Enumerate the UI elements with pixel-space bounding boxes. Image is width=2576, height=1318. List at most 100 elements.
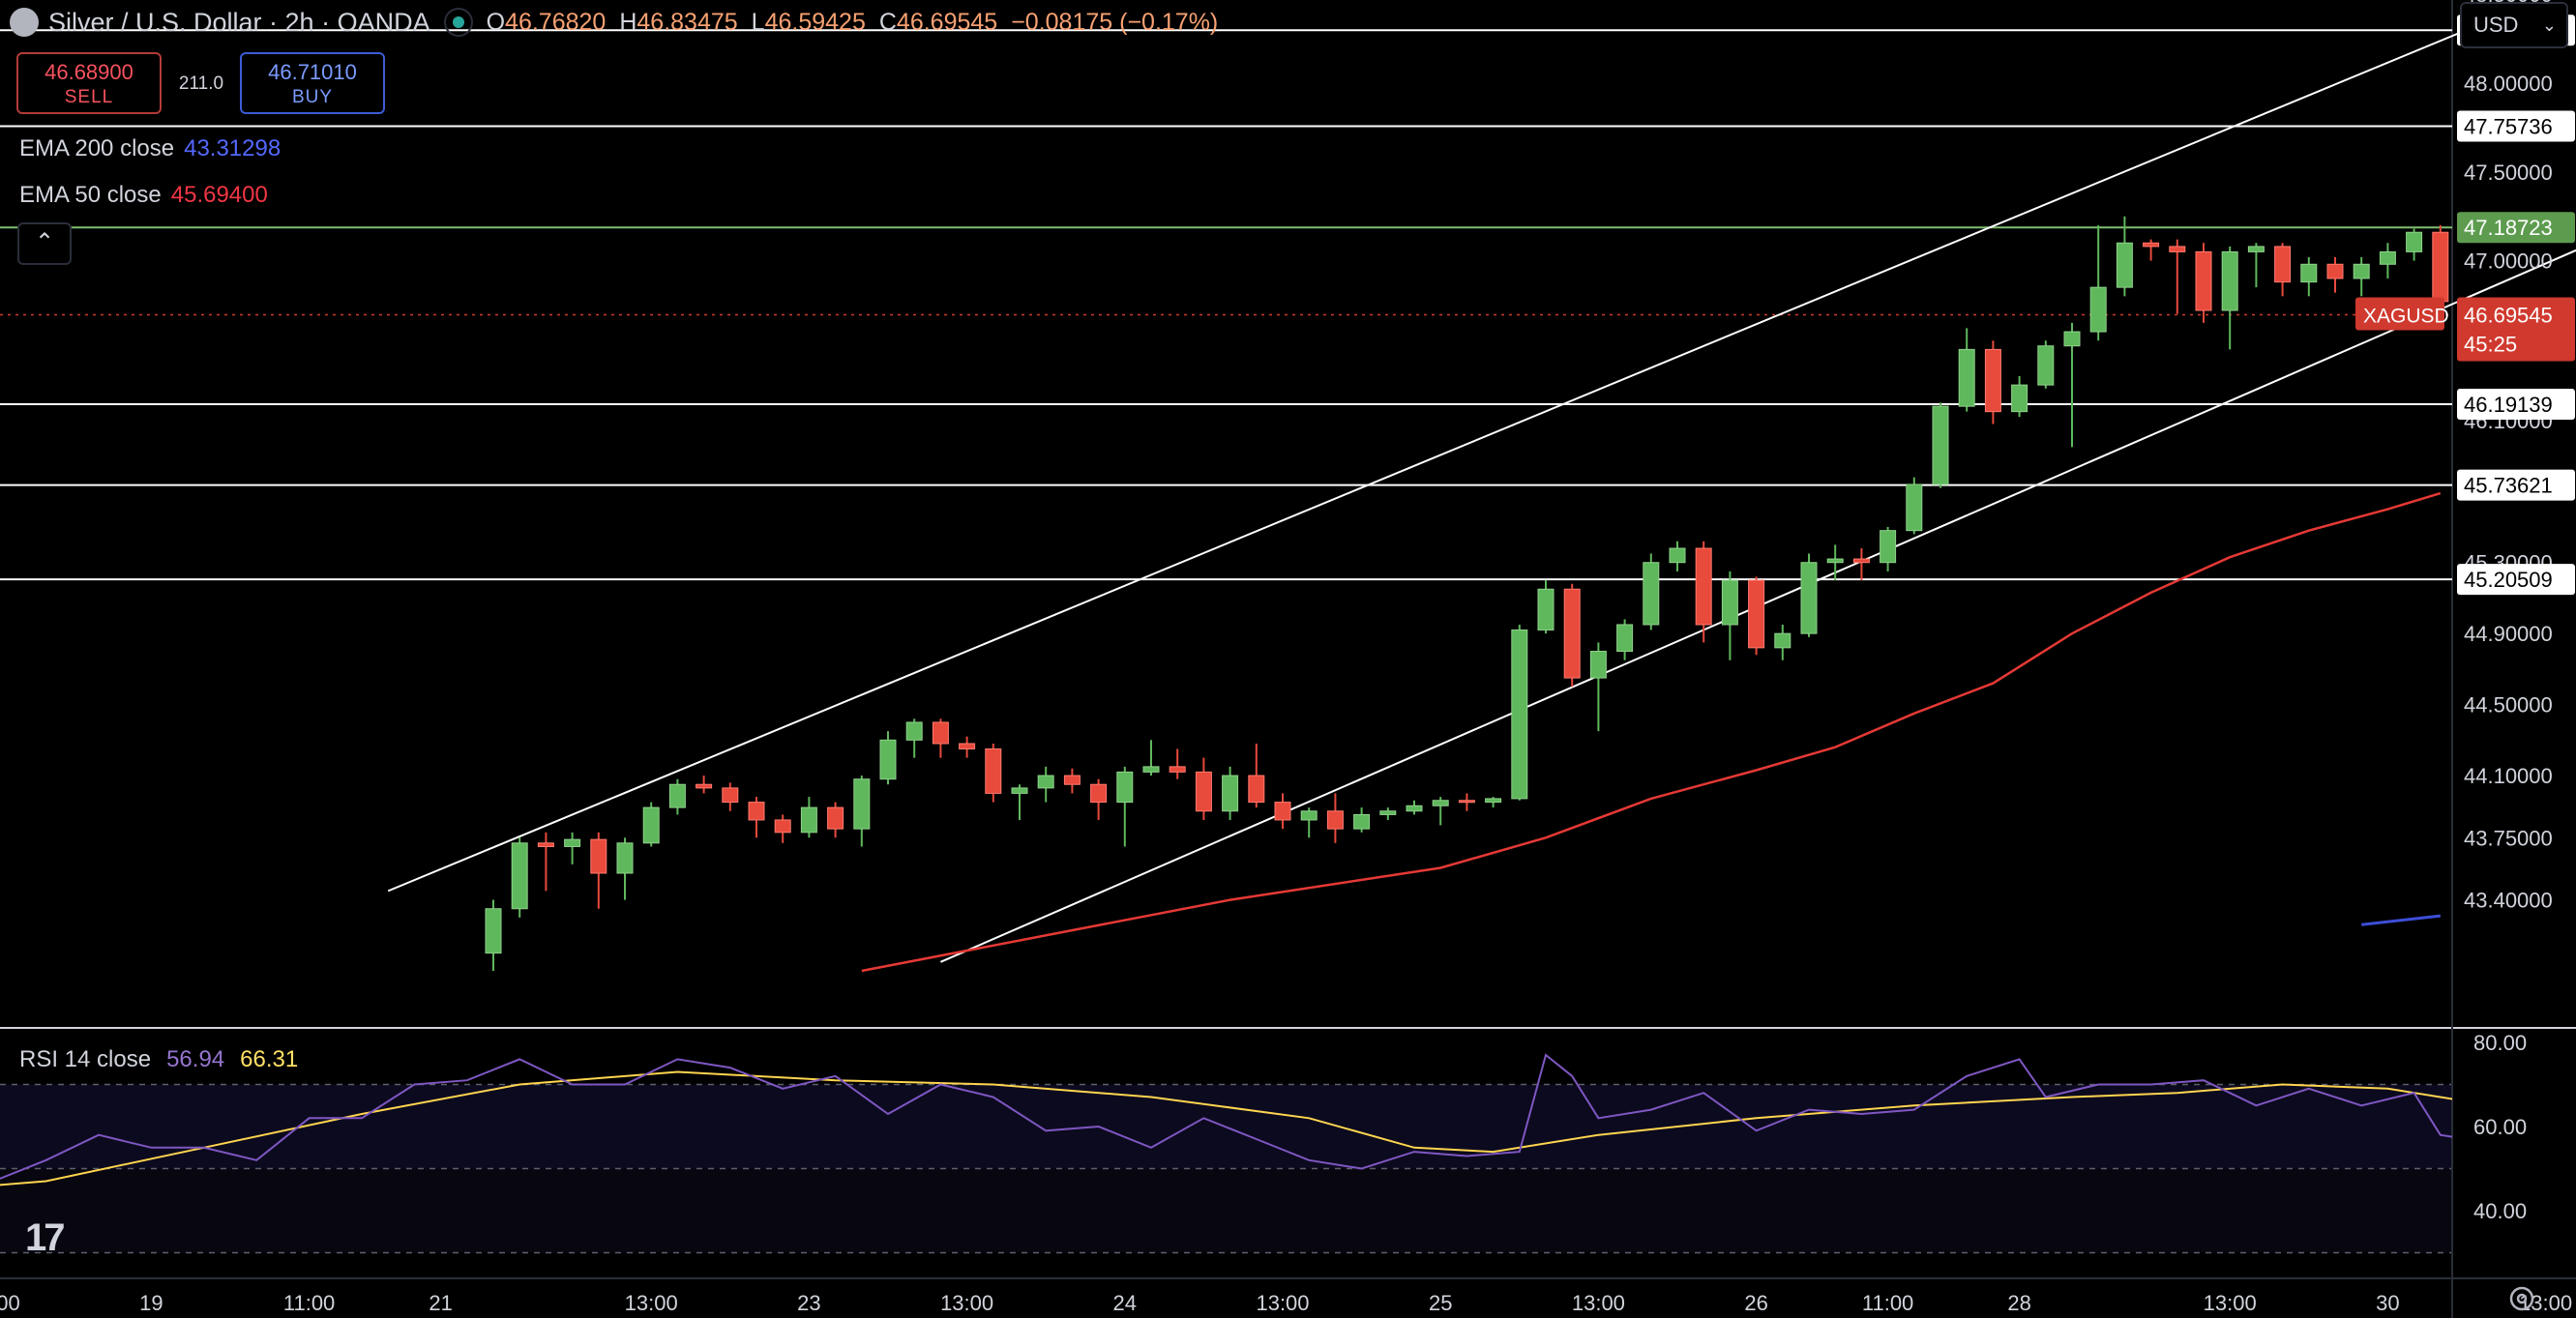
candle (1248, 775, 1265, 804)
candle (2353, 263, 2370, 279)
collapse-legend-button[interactable]: ⌃ (17, 222, 72, 265)
candle (959, 743, 976, 750)
market-status-icon[interactable] (443, 8, 473, 37)
candle (748, 802, 765, 821)
candle (485, 908, 502, 954)
time-tick-label: 25 (1429, 1291, 1452, 1315)
candle (668, 783, 686, 808)
rsi-tick-label: 60.00 (2473, 1115, 2527, 1139)
ema200-legend[interactable]: EMA 200 close 43.31298 (19, 135, 281, 162)
candle (2169, 246, 2186, 252)
ema50-value: 45.69400 (170, 182, 268, 208)
candle (1485, 798, 1502, 804)
candle (1037, 775, 1054, 789)
price-tick-label: 43.40000 (2464, 889, 2553, 913)
candle (2116, 242, 2133, 288)
level-price-tag (2457, 469, 2575, 501)
candle (1669, 547, 1686, 564)
ema50-label: EMA 50 close (19, 182, 162, 208)
gear-icon[interactable] (2507, 1284, 2536, 1313)
ohlc-open: O46.76820 (486, 8, 607, 36)
candle (2432, 231, 2449, 303)
time-tick-label: 11:00 (1862, 1291, 1913, 1315)
candle (1326, 810, 1344, 830)
rsi-tick-label: 80.00 (2473, 1031, 2527, 1055)
candle (1511, 629, 1528, 800)
candle (2195, 250, 2212, 311)
candle (774, 819, 791, 834)
candle (2037, 345, 2055, 386)
time-tick-label: 13:00 (1256, 1291, 1309, 1315)
chevron-down-icon: ⌄ (2541, 15, 2557, 35)
time-tick-label: 24 (1113, 1291, 1137, 1315)
symbol-header: Silver / U.S. Dollar · 2h · OANDA O46.76… (10, 0, 1231, 44)
candle (1563, 588, 1581, 679)
candle (537, 842, 554, 847)
candle (2143, 242, 2160, 248)
time-tick-label: 13:00 (940, 1291, 993, 1315)
ohlc-close: C46.69545 (878, 8, 998, 36)
buy-button[interactable]: 46.71010 BUY (240, 52, 385, 114)
currency-select[interactable]: USD ⌄ (2460, 2, 2568, 48)
sell-label: SELL (64, 87, 114, 107)
candle (1142, 766, 1160, 773)
spread-value: 211.0 (178, 73, 224, 94)
candle (853, 778, 871, 830)
buy-label: BUY (291, 87, 334, 107)
candle (1011, 787, 1028, 794)
candle (590, 838, 607, 874)
candles-group (485, 216, 2449, 971)
candle (2326, 263, 2344, 279)
candle (511, 842, 528, 910)
sell-button[interactable]: 46.68900 SELL (16, 52, 162, 114)
price-tick-label: 48.00000 (2464, 72, 2553, 96)
symbol-title[interactable]: Silver / U.S. Dollar · 2h · OANDA (48, 7, 430, 37)
time-tick-label: 23 (797, 1291, 820, 1315)
candle (2300, 263, 2318, 283)
candle (1826, 558, 1844, 564)
ohlc-high: H46.83475 (619, 8, 738, 36)
candle (696, 783, 713, 789)
level-price-label: 47.75736 (2464, 115, 2553, 139)
time-tick-label: 13:00 (2519, 1291, 2572, 1315)
tradingview-logo-icon[interactable]: 17 (25, 1216, 65, 1259)
candle (1406, 805, 1423, 812)
candle (1958, 348, 1975, 407)
candle (2406, 231, 2423, 252)
silver-logo-icon (10, 8, 39, 37)
rsi-label: RSI 14 close (19, 1046, 152, 1072)
candle (1774, 632, 1791, 649)
level-price-label: 47.18723 (2464, 216, 2553, 240)
ema200-label: EMA 200 close (19, 135, 175, 161)
candle (1222, 775, 1239, 812)
candle (1616, 624, 1634, 653)
time-tick-label: 11:00 (283, 1291, 335, 1315)
rsi-legend[interactable]: RSI 14 close 56.94 66.31 (19, 1046, 298, 1073)
rsi-group (0, 1053, 2452, 1186)
rsi-ma-value: 66.31 (240, 1046, 299, 1072)
last-price-label: 46.69545 (2464, 304, 2553, 328)
price-tick-label: 47.50000 (2464, 161, 2553, 185)
candle (2274, 246, 2292, 283)
price-tick-label: 44.50000 (2464, 693, 2553, 718)
candle (1116, 771, 1134, 804)
channel-trendline (387, 28, 2468, 893)
time-tick-label: 19 (139, 1291, 163, 1315)
rsi-ma-line (0, 1070, 2452, 1186)
candle (985, 748, 1002, 794)
ema50-line (861, 491, 2442, 973)
price-tick-label: 47.00000 (2464, 249, 2553, 274)
level-price-label: 46.19139 (2464, 393, 2553, 417)
sell-price: 46.68900 (44, 60, 133, 84)
ema200-value: 43.31298 (184, 135, 281, 161)
ema50-legend[interactable]: EMA 50 close 45.69400 (19, 182, 268, 209)
ema200-line (2361, 914, 2441, 926)
candle (2011, 384, 2028, 413)
candle (1274, 802, 1291, 821)
candle (1090, 783, 1108, 804)
candle (564, 838, 581, 847)
level-price-tag (2457, 564, 2575, 596)
candle (1379, 810, 1397, 815)
candle (616, 842, 634, 874)
